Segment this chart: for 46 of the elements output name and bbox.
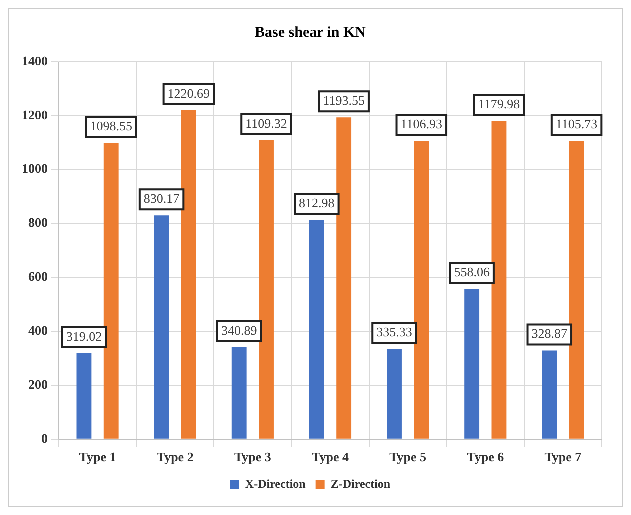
bar [181,110,196,439]
bar [542,350,558,439]
legend-label: X-Direction [245,477,306,492]
bar [232,348,247,439]
data-label: 319.02 [66,328,102,344]
bar [259,140,274,439]
data-label: 1109.32 [246,116,288,131]
data-label: 812.98 [299,196,335,211]
bar [414,141,430,439]
bar [336,118,352,439]
data-label: 328.87 [532,326,568,342]
x-tick-label: Type 6 [467,450,505,465]
y-tick-label: 200 [28,376,48,392]
bar [464,288,480,439]
data-label: 340.89 [221,322,258,338]
data-label: 1193.55 [323,93,365,108]
x-tick-label: Type 7 [544,450,582,465]
data-label: 1106.93 [400,116,443,132]
y-tick-label: 400 [28,322,48,338]
data-label: 1098.55 [90,118,132,134]
data-label: 1220.69 [168,86,210,101]
x-tick-label: Type 5 [390,450,428,465]
y-tick-label: 1400 [22,53,48,68]
bar [387,349,402,439]
legend-label: Z-Direction [330,477,391,492]
chart-title: Base shear in KN [255,24,366,41]
x-tick-label: Type 2 [156,450,194,465]
data-label: 1105.73 [556,116,598,132]
x-tick-label: Type 3 [234,450,272,465]
y-tick-label: 1200 [22,107,48,122]
bar [492,121,507,439]
bar [76,353,92,439]
bar [309,220,324,439]
bar [104,143,119,439]
x-tick-label: Type 4 [312,450,350,465]
bar [569,141,584,439]
y-tick-label: 600 [28,269,48,284]
y-tick-label: 1000 [22,161,48,176]
data-label: 335.33 [376,324,412,340]
y-tick-label: 800 [28,215,48,230]
data-label: 558.06 [454,264,490,280]
data-label: 1179.98 [478,96,520,112]
bar [154,216,170,439]
x-tick-label: Type 1 [79,450,116,465]
y-tick-label: 0 [42,430,48,446]
data-label: 830.17 [144,191,180,206]
